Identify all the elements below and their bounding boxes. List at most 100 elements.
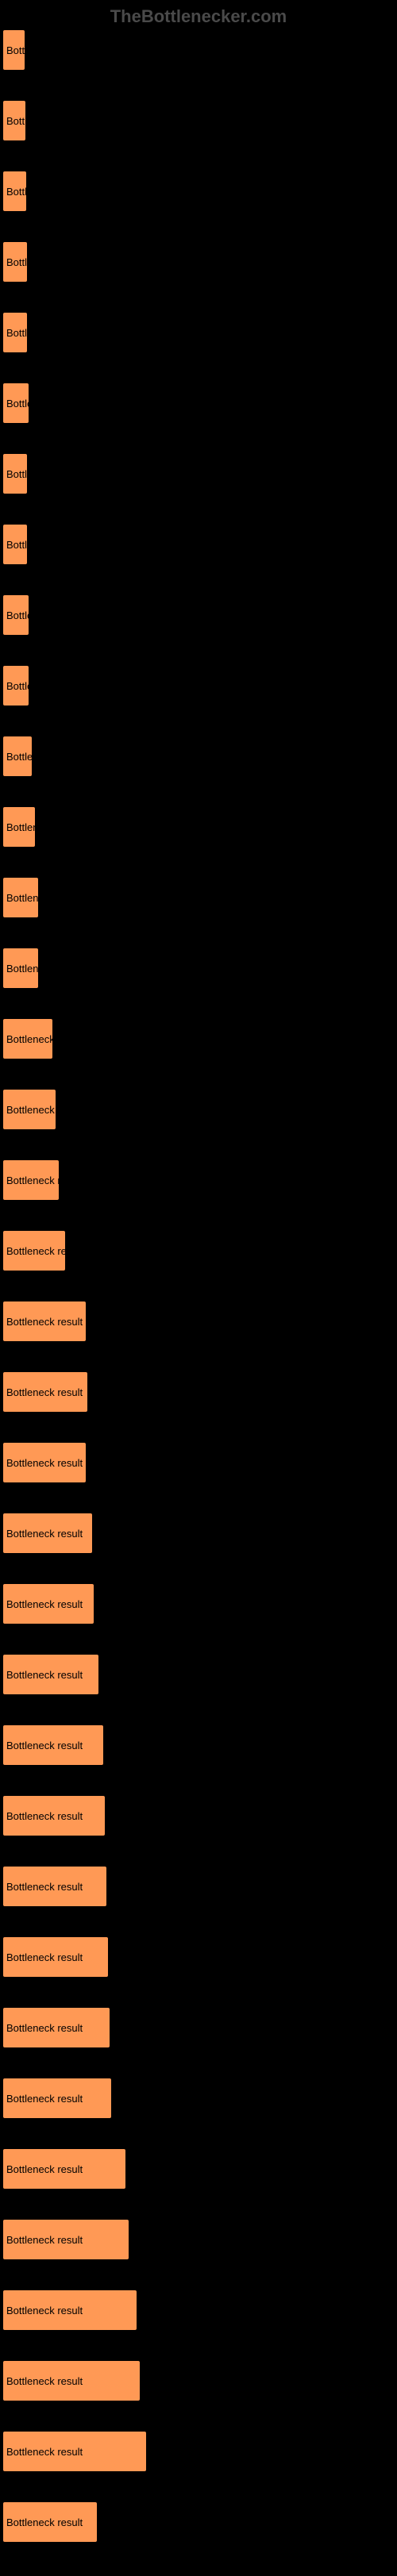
bar-value: 50 [103,2516,114,2528]
bar-label: Bottleneck result [6,2516,83,2528]
bar-label: Bottleneck result [6,2022,83,2034]
bar-label: Bottleneck result [6,327,27,339]
bar-label: Bottleneck result [6,2093,83,2105]
bar-label: Bottleneck result [6,1881,83,1893]
bar-value: 7 [33,186,38,198]
bar-value: 10 [38,751,49,763]
bar-row: Bottleneck result 8 [3,525,394,564]
bar-label: Bottleneck result [6,398,29,409]
bar-row: Bottleneck result 11 [3,807,394,847]
chart-bar: Bottleneck result [3,2290,137,2330]
bar-row: Bottleneck result34 [3,1796,394,1836]
chart-bar: Bottleneck result [3,1160,59,1200]
bar-value: 35 [114,1951,125,1963]
bar-row: Bottleneck result10 [3,736,394,776]
bar-row: Bottleneck result32 [3,1655,394,1694]
bar-label: Bottleneck result [6,1175,59,1186]
bar-row: Bottleneck result 17 [3,1019,394,1059]
bar-row: Bottleneck result 8 [3,595,394,635]
bar-row: Bottleneck result28 [3,1372,394,1412]
bar-label: Bottleneck result [6,821,35,833]
chart-bar: Bottleneck result [3,2502,97,2542]
bar-row: Bottleneck result 8 [3,313,394,352]
bar-label: Bottleneck result [6,2234,83,2246]
bar-value: 9 [35,398,40,409]
bar-label: Bottleneck result [6,892,38,904]
chart-bar: Bottleneck result [3,2220,129,2259]
bar-row: Bottleneck result 28 [3,1443,394,1482]
bar-value: 46 [146,2375,157,2387]
chart-bar: Bottleneck result [3,1019,52,1059]
bar-row: Bottleneck result 36 [3,2008,394,2047]
bar-row: Bottleneck result8 [3,242,394,282]
bar-label: Bottleneck result [6,2163,83,2175]
bar-value: 30 [98,1528,110,1540]
chart-bar: Bottleneck result [3,1513,92,1553]
bar-row: Bottleneck result12 [3,878,394,917]
chart-bar: Bottleneck result [3,2008,110,2047]
bar-value: 17 [59,1033,70,1045]
bar-value: 8 [33,539,39,551]
bar-label: Bottleneck result [6,1951,83,1963]
watermark-text: TheBottlenecker.com [0,0,397,30]
bar-value: 48 [152,2446,164,2458]
bar-label: Bottleneck result [6,256,27,268]
bar-value: 41 [132,2163,143,2175]
chart-bar: Bottleneck result [3,878,38,917]
bar-row: Bottleneck result 42 [3,2220,394,2259]
bar-row: Bottleneck result 48 [3,2432,394,2471]
bar-label: Bottleneck result [6,680,29,692]
bar-label: Bottleneck result [6,2446,83,2458]
bar-value: 42 [135,2234,146,2246]
bar-label: Bottleneck result [6,1740,83,1751]
chart-bar: Bottleneck result [3,1301,86,1341]
chart-bar: Bottleneck result [3,1231,65,1271]
bar-chart: Bottleneck result 7 Bottleneck result 7 Bott… [0,30,397,2576]
bar-label: Bottleneck result [6,115,25,127]
bar-label: Bottleneck result [6,1810,83,1822]
chart-bar: Bottleneck result [3,1655,98,1694]
bar-label: Bottleneck result [6,1033,52,1045]
bar-row: Bottleneck result 19 [3,1160,394,1200]
bar-label: Bottleneck result [6,963,38,975]
bar-row: Bottleneck result 9 [3,383,394,423]
bar-label: Bottleneck result [6,1598,83,1610]
bar-row: Bottleneck result8 [3,454,394,494]
chart-bar: Bottleneck result [3,1090,56,1129]
chart-bar: Bottleneck result [3,2149,125,2189]
chart-bar: Bottleneck result [3,2432,146,2471]
bar-value: 36 [116,2022,127,2034]
bar-row: Bottleneck result7 [3,101,394,140]
bar-label: Bottleneck result [6,1528,83,1540]
chart-bar: Bottleneck result [3,525,27,564]
bar-label: Bottleneck result [6,186,26,198]
chart-bar: Bottleneck result [3,383,29,423]
bar-label: Bottleneck result [6,1316,83,1328]
bar-label: Bottleneck result [6,1104,56,1116]
bar-label: Bottleneck result [6,609,29,621]
bar-value: 8 [33,327,39,339]
chart-bar: Bottleneck result [3,1725,103,1765]
bar-value: 45 [143,2305,154,2316]
chart-bar: Bottleneck result [3,948,38,988]
bar-row: Bottleneck result34 [3,1725,394,1765]
bar-row: Bottleneck result 50 [3,2502,394,2542]
bar-value: 8 [33,468,39,480]
bar-label: Bottleneck result [6,1245,65,1257]
bar-value: 28 [92,1457,103,1469]
bar-value: 12 [44,963,56,975]
bar-row: Bottleneck result46 [3,2361,394,2401]
bar-value: 28 [94,1386,105,1398]
bar-row: Bottleneck result 12 [3,948,394,988]
bar-value: 7 [31,44,37,56]
bar-value: 8 [35,609,40,621]
chart-bar: Bottleneck result [3,1937,108,1977]
bar-value: 35 [113,1881,124,1893]
bar-value: 28 [92,1316,103,1328]
bar-label: Bottleneck result [6,44,25,56]
bar-row: Bottleneck result 7 [3,30,394,70]
chart-bar: Bottleneck result [3,1443,86,1482]
bar-value: 11 [41,821,52,833]
bar-value: 19 [65,1175,76,1186]
chart-bar: Bottleneck result [3,1584,94,1624]
